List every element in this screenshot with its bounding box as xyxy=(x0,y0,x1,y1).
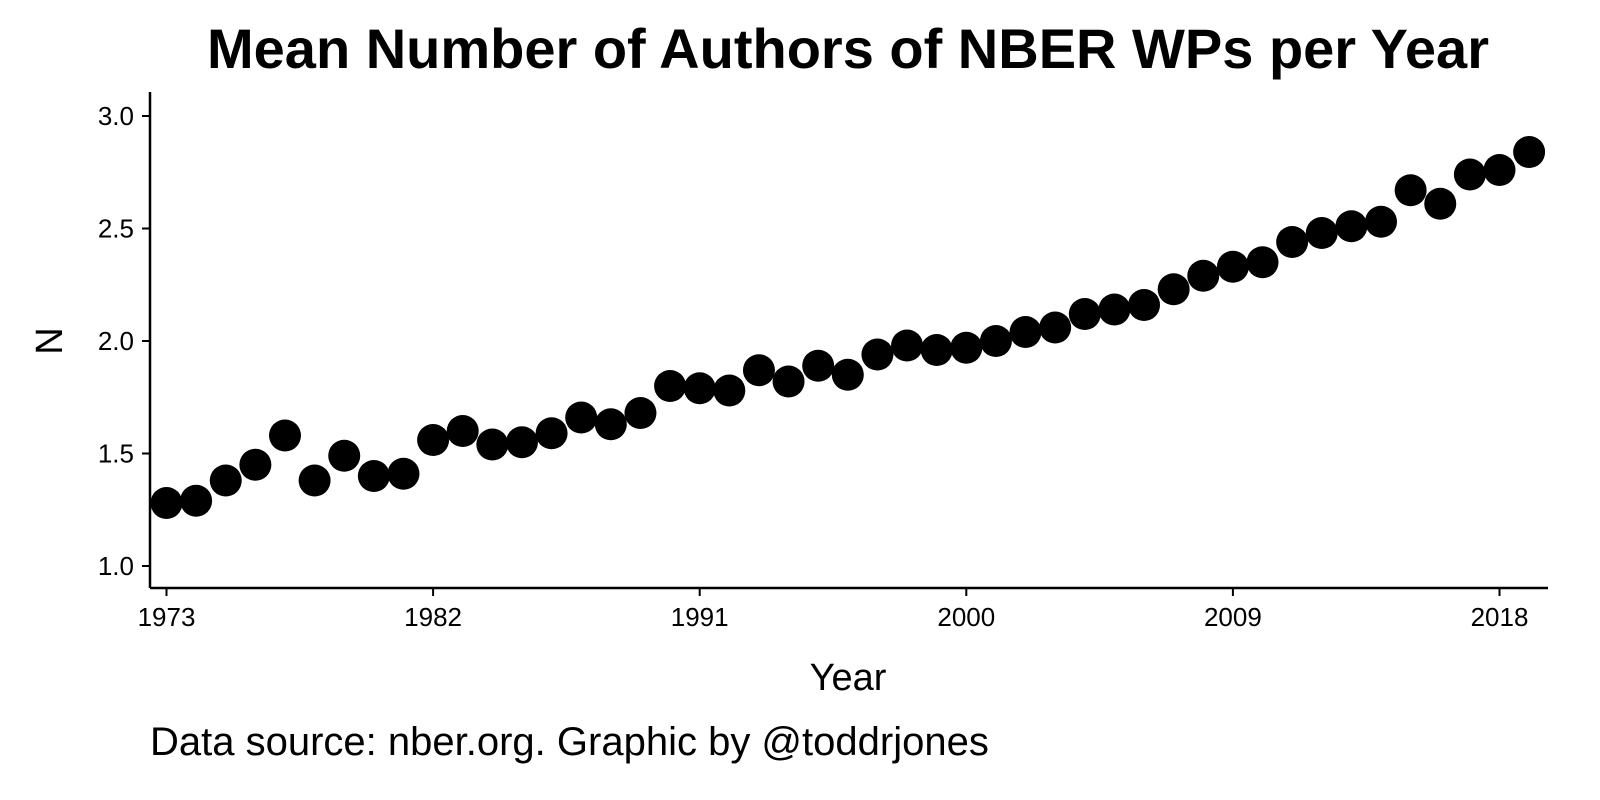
data-point xyxy=(624,397,657,429)
data-point xyxy=(357,460,390,492)
x-tick-label: 2018 xyxy=(1471,602,1529,632)
data-points xyxy=(150,136,1546,519)
data-point xyxy=(742,354,775,387)
x-tick-label: 1991 xyxy=(671,602,729,632)
x-axis-title: Year xyxy=(810,657,887,699)
x-axis-ticks: 1973 1982 1991 2000 2009 2018 xyxy=(138,588,1529,632)
y-tick-label: 1.5 xyxy=(98,439,134,469)
data-point xyxy=(1365,205,1398,238)
data-point xyxy=(1513,136,1546,168)
data-point xyxy=(1394,174,1427,207)
data-point xyxy=(1009,316,1042,348)
x-tick-label: 2009 xyxy=(1204,602,1262,632)
data-point xyxy=(476,428,509,461)
data-point xyxy=(1098,293,1131,326)
data-point xyxy=(920,334,953,366)
y-tick-label: 2.0 xyxy=(98,326,134,356)
x-tick-label: 1982 xyxy=(404,602,462,632)
data-point xyxy=(1335,210,1368,243)
data-point xyxy=(1157,273,1190,306)
data-point xyxy=(1216,250,1249,283)
y-axis-title: N xyxy=(29,327,71,354)
data-point xyxy=(1276,226,1309,258)
y-tick-label: 2.5 xyxy=(98,214,134,244)
data-point xyxy=(1187,259,1220,292)
data-point xyxy=(268,419,301,452)
data-point xyxy=(654,370,687,402)
data-point xyxy=(772,365,805,398)
chart-caption: Data source: nber.org. Graphic by @toddr… xyxy=(150,720,989,764)
chart-title: Mean Number of Authors of NBER WPs per Y… xyxy=(207,17,1489,80)
y-tick-label: 3.0 xyxy=(98,101,134,131)
data-point xyxy=(1068,298,1101,330)
data-point xyxy=(239,448,272,481)
data-point xyxy=(328,439,361,472)
data-point xyxy=(209,464,242,497)
data-point xyxy=(298,464,331,497)
data-point xyxy=(150,487,183,519)
data-point xyxy=(505,426,538,459)
x-tick-label: 1973 xyxy=(138,602,196,632)
data-point xyxy=(1453,158,1486,191)
data-point xyxy=(1305,217,1338,249)
data-point xyxy=(565,401,598,434)
data-point xyxy=(446,415,479,447)
data-point xyxy=(861,338,894,371)
data-point xyxy=(950,331,983,364)
data-point xyxy=(417,424,450,456)
y-axis-ticks: 1.0 1.5 2.0 2.5 3.0 xyxy=(98,101,150,581)
data-point xyxy=(713,374,746,407)
data-point xyxy=(1128,289,1161,321)
data-point xyxy=(802,349,835,382)
data-point xyxy=(387,457,420,490)
data-point xyxy=(1039,311,1072,344)
y-tick-label: 1.0 xyxy=(98,551,134,581)
x-tick-label: 2000 xyxy=(937,602,995,632)
data-point xyxy=(831,358,864,391)
data-point xyxy=(1483,154,1516,186)
data-point xyxy=(535,417,568,450)
data-point xyxy=(1246,246,1279,279)
data-point xyxy=(180,484,213,517)
data-point xyxy=(891,329,924,362)
data-point xyxy=(594,408,627,441)
data-point xyxy=(979,325,1012,357)
data-point xyxy=(683,372,716,405)
data-point xyxy=(1424,187,1457,220)
